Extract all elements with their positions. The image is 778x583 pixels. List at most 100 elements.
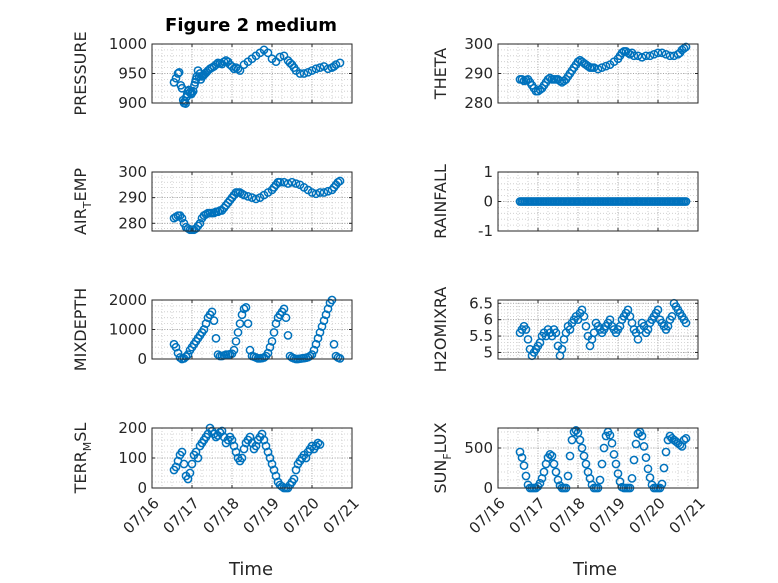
subplot-3: 280 290 300 AIRTEMP <box>71 163 353 235</box>
y-tick-label: 1000 <box>109 35 147 53</box>
data-point <box>279 304 289 314</box>
data-point <box>315 63 325 72</box>
data-point <box>565 451 575 461</box>
data-point <box>595 475 605 485</box>
y-axis-label: RAINFALL <box>431 164 450 239</box>
y-tick-label: 200 <box>118 419 147 437</box>
data-point <box>627 474 637 483</box>
data-point <box>599 443 609 453</box>
data-point <box>247 193 257 203</box>
data-point <box>611 459 621 469</box>
data-point <box>233 328 243 337</box>
data-point <box>299 69 309 78</box>
data-point <box>517 453 527 462</box>
data-point <box>681 318 691 328</box>
data-point <box>679 44 689 53</box>
data-point <box>323 186 333 196</box>
y-axis-label-main: H2OMIXRA <box>431 287 450 373</box>
y-tick-label: 5.5 <box>469 327 493 345</box>
data-point <box>547 451 557 461</box>
y-axis-label: TERRMSL <box>71 423 94 495</box>
data-point <box>557 344 567 354</box>
data-point <box>563 471 573 481</box>
y-axis-label-subscript: T <box>81 201 94 209</box>
y-tick-label: 290 <box>118 189 147 207</box>
y-axis-label-main: THETA <box>431 48 450 100</box>
data-point <box>335 176 345 186</box>
data-point <box>665 51 675 61</box>
y-axis-label: PRESSURE <box>71 31 90 115</box>
data-point <box>183 350 193 359</box>
data-point <box>231 336 241 346</box>
data-point <box>523 334 533 344</box>
axes-box <box>151 171 353 232</box>
y-tick-label: -1 <box>478 222 493 240</box>
data-point <box>639 442 649 451</box>
data-point <box>615 477 625 486</box>
data-point <box>579 451 589 461</box>
y-axis-label-main: AIR <box>71 208 90 235</box>
data-point <box>307 188 317 197</box>
data-point <box>335 58 345 68</box>
data-point <box>581 459 591 469</box>
data-point <box>661 49 671 59</box>
data-point <box>193 453 203 463</box>
data-point <box>649 49 659 59</box>
data-point <box>269 328 279 337</box>
y-tick-label: 6 <box>483 311 493 329</box>
data-point <box>263 48 273 58</box>
data-point <box>641 51 651 61</box>
data-point <box>575 435 585 445</box>
data-point <box>633 334 643 344</box>
data-point <box>331 60 341 70</box>
y-tick-label: 500 <box>464 439 493 457</box>
data-point <box>187 88 197 98</box>
data-point <box>237 453 247 463</box>
data-point <box>243 319 253 328</box>
data-point <box>593 64 603 74</box>
data-point <box>519 461 529 470</box>
data-point <box>653 48 663 58</box>
data-point <box>571 426 581 435</box>
data-point <box>633 51 643 61</box>
data-point <box>313 438 323 448</box>
series-markers <box>515 42 691 96</box>
data-point <box>555 76 565 86</box>
data-point <box>661 447 671 457</box>
subplot-1: 900 950 1000 PRESSURE <box>71 31 353 116</box>
data-point <box>211 60 221 70</box>
data-point <box>177 447 187 457</box>
data-point <box>275 177 285 187</box>
series-markers <box>169 295 345 364</box>
y-tick-label: 300 <box>118 163 147 181</box>
data-point <box>239 304 249 314</box>
y-tick-label: 2000 <box>109 291 147 309</box>
y-tick-label: 0 <box>483 479 493 497</box>
subplot-2: 280 290 300 THETA <box>431 35 699 112</box>
series-markers <box>515 197 691 206</box>
figure-title: Figure 2 medium <box>165 15 337 36</box>
x-axis-label-left: Time <box>228 559 273 580</box>
data-point <box>305 351 315 361</box>
data-point <box>277 482 287 491</box>
data-point <box>679 435 689 445</box>
data-point <box>553 475 563 485</box>
data-point <box>311 64 321 74</box>
series-markers <box>515 298 691 361</box>
data-point <box>181 352 191 361</box>
data-point <box>173 69 183 78</box>
data-point <box>275 52 285 62</box>
data-point <box>645 51 655 61</box>
data-point <box>283 331 293 340</box>
y-axis-label-main: RAINFALL <box>431 164 450 239</box>
data-point <box>279 177 289 187</box>
data-point <box>281 313 291 323</box>
y-tick-label: 6.5 <box>469 294 493 312</box>
data-point <box>315 440 325 449</box>
data-point <box>625 49 635 59</box>
data-point <box>291 179 301 188</box>
y-axis-label-rest: LUX <box>431 422 450 453</box>
data-point <box>681 197 691 206</box>
data-point <box>311 189 321 199</box>
data-point <box>211 334 221 343</box>
